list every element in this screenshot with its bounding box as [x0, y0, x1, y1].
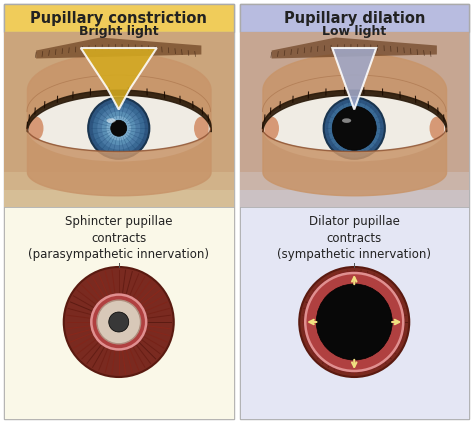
Text: Pupillary constriction: Pupillary constriction	[30, 11, 207, 25]
Circle shape	[93, 102, 145, 154]
Ellipse shape	[429, 117, 444, 140]
Circle shape	[111, 120, 127, 136]
Circle shape	[106, 116, 131, 140]
Bar	[239, 32, 469, 190]
Circle shape	[91, 294, 147, 350]
Text: Dilator pupillae
contracts
(sympathetic innervation): Dilator pupillae contracts (sympathetic …	[277, 215, 431, 261]
Bar	[239, 32, 469, 207]
Bar	[4, 32, 234, 207]
Circle shape	[88, 98, 149, 159]
Bar	[239, 32, 469, 172]
Ellipse shape	[264, 117, 279, 140]
Bar	[4, 32, 234, 207]
Text: Sphincter pupillae
contracts
(parasympathetic innervation): Sphincter pupillae contracts (parasympat…	[28, 215, 209, 261]
Bar	[4, 4, 234, 419]
Bar	[4, 207, 234, 419]
Circle shape	[299, 267, 409, 377]
Ellipse shape	[106, 118, 116, 123]
Circle shape	[97, 300, 140, 344]
Circle shape	[342, 116, 367, 140]
Polygon shape	[81, 48, 157, 110]
Circle shape	[97, 107, 140, 150]
Bar	[4, 32, 234, 172]
Circle shape	[332, 106, 376, 150]
Polygon shape	[272, 38, 437, 58]
Circle shape	[304, 272, 404, 372]
Circle shape	[333, 107, 376, 150]
Ellipse shape	[29, 117, 44, 140]
Ellipse shape	[263, 95, 446, 162]
Bar	[239, 32, 469, 207]
Text: Low light: Low light	[322, 25, 386, 38]
Text: Bright light: Bright light	[79, 25, 158, 38]
Bar	[239, 4, 469, 419]
Bar	[4, 32, 234, 190]
Circle shape	[337, 111, 371, 145]
Bar	[4, 32, 234, 207]
Circle shape	[109, 312, 129, 332]
Circle shape	[328, 102, 380, 154]
Ellipse shape	[342, 118, 351, 123]
Polygon shape	[36, 38, 201, 58]
Circle shape	[316, 284, 392, 360]
Ellipse shape	[194, 117, 209, 140]
Bar	[239, 207, 469, 419]
Bar	[239, 4, 469, 32]
Bar	[4, 4, 234, 32]
Circle shape	[64, 267, 174, 377]
Ellipse shape	[27, 95, 210, 162]
Text: Pupillary dilation: Pupillary dilation	[283, 11, 425, 25]
Circle shape	[324, 98, 385, 159]
Bar	[239, 32, 469, 207]
Polygon shape	[332, 48, 376, 110]
Circle shape	[102, 111, 136, 145]
